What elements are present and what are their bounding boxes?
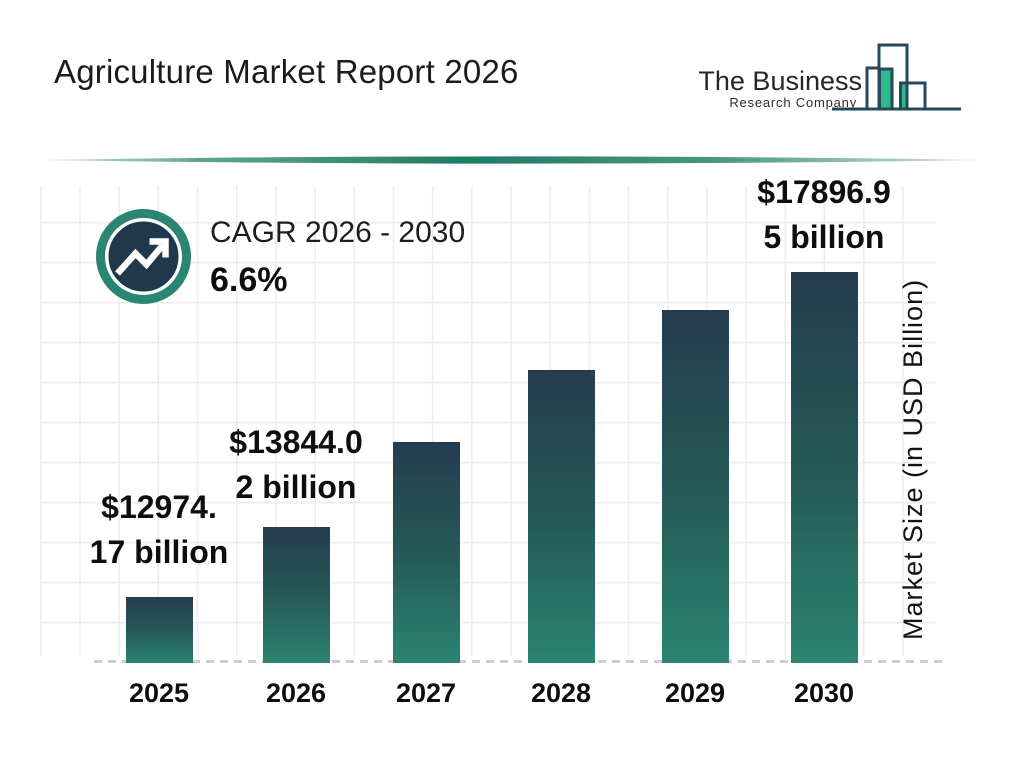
value-label-2030: $17896.9 5 billion xyxy=(689,170,959,260)
value-label-2026: $13844.0 2 billion xyxy=(161,420,431,510)
value-label-2025: $12974. 17 billion xyxy=(24,485,294,575)
bar-2028 xyxy=(527,370,595,663)
x-axis-label-2030: 2030 xyxy=(793,678,855,708)
value-label-line: $12974. xyxy=(101,489,217,525)
bar-2025 xyxy=(125,597,193,663)
bar-2027 xyxy=(392,442,460,663)
logo-company-name: The Business xyxy=(698,66,862,96)
bar-chart-plot: $12974. 17 billion 2025 $13844.0 2 billion 20… xyxy=(40,174,936,708)
logo-bar-chart-icon xyxy=(832,43,961,111)
x-axis-label-2025: 2025 xyxy=(128,678,190,708)
value-label-line: $13844.0 xyxy=(229,424,363,460)
x-axis-label-2027: 2027 xyxy=(395,678,457,708)
y-axis-title: Market Size (in USD Billion) xyxy=(898,278,928,640)
section-divider xyxy=(40,156,984,164)
bar-2026 xyxy=(262,527,330,663)
cagr-trending-up-icon xyxy=(96,209,191,304)
value-label-line: $17896.9 xyxy=(757,174,891,210)
value-label-line: 2 billion xyxy=(235,469,357,505)
x-axis-dashed-line xyxy=(94,660,942,663)
x-axis-label-2026: 2026 xyxy=(265,678,327,708)
bar-2029 xyxy=(661,310,729,663)
cagr-percentage-value: 6.6% xyxy=(210,261,288,299)
bar-2030 xyxy=(790,272,858,663)
x-axis-label-2029: 2029 xyxy=(664,678,726,708)
x-axis-label-2028: 2028 xyxy=(530,678,592,708)
cagr-period-label: CAGR 2026 - 2030 xyxy=(210,216,466,249)
value-label-line: 17 billion xyxy=(89,534,229,570)
value-label-line: 5 billion xyxy=(763,219,885,255)
logo-company-subname: Research Company xyxy=(729,95,857,110)
page-title: Agriculture Market Report 2026 xyxy=(54,53,519,90)
